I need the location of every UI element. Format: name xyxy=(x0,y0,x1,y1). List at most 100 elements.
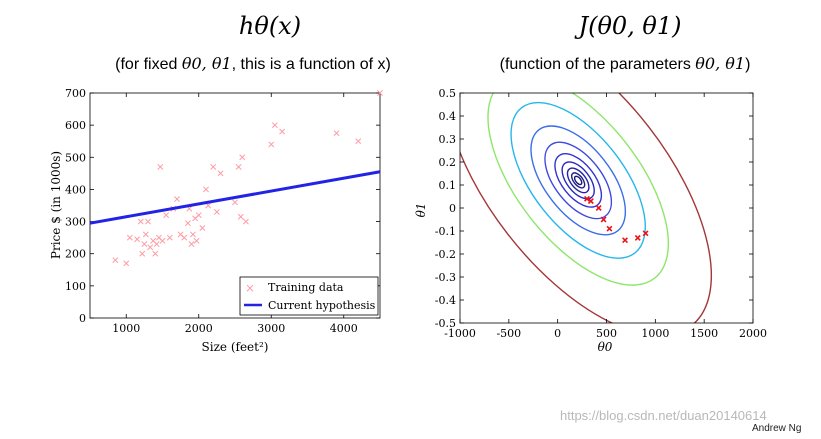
training-point xyxy=(137,218,144,225)
training-point xyxy=(157,163,164,170)
training-point xyxy=(181,234,188,241)
legend-training-label: Training data xyxy=(268,281,344,294)
training-point-stroke xyxy=(137,218,144,225)
training-point xyxy=(271,122,278,129)
training-point-stroke xyxy=(134,236,141,243)
training-point xyxy=(239,154,246,161)
training-point xyxy=(195,212,202,219)
training-point-stroke xyxy=(141,241,148,248)
y-tick-label: 0.3 xyxy=(439,133,457,146)
training-point xyxy=(174,196,180,203)
y-tick-label: 0 xyxy=(449,202,456,215)
training-point xyxy=(232,199,238,206)
training-point xyxy=(184,220,191,227)
y-tick-label: -0.1 xyxy=(435,225,456,238)
legend-hypothesis-label: Current hypothesis xyxy=(268,299,376,312)
right-x-axis-label: θ0 xyxy=(598,340,613,354)
descent-point xyxy=(622,237,629,244)
y-tick-label: 700 xyxy=(65,87,86,100)
descent-point xyxy=(642,230,649,237)
training-point-stroke xyxy=(205,202,212,209)
contour-level xyxy=(544,141,613,220)
training-point xyxy=(210,163,217,170)
left-subtitle-prefix: (for fixed xyxy=(115,56,182,73)
descent-point-stroke xyxy=(606,225,613,232)
watermark: https://blog.csdn.net/duan20140614 xyxy=(560,408,767,423)
training-point-stroke xyxy=(139,250,146,257)
y-tick-label: 600 xyxy=(65,119,86,132)
y-tick-label: 0.1 xyxy=(439,179,457,192)
training-point-stroke xyxy=(147,244,154,251)
descent-point-stroke xyxy=(584,195,590,202)
descent-point-stroke xyxy=(634,234,641,241)
descent-point xyxy=(595,205,602,211)
x-tick-label: 3000 xyxy=(257,322,285,335)
training-point-stroke xyxy=(177,231,184,238)
left-plot-subtitle: (for fixed θ0, θ1, this is a function of… xyxy=(88,54,418,74)
training-point xyxy=(134,236,141,243)
training-point-stroke xyxy=(186,205,193,212)
contour-lines xyxy=(460,93,713,323)
contour-level xyxy=(530,125,627,236)
y-tick-label: 0.5 xyxy=(439,87,457,100)
training-point-stroke xyxy=(155,234,162,241)
training-point-stroke xyxy=(153,241,160,248)
training-point-stroke xyxy=(174,196,180,203)
left-subtitle-math: θ0, θ1 xyxy=(181,54,232,73)
descent-point xyxy=(587,198,594,205)
training-point xyxy=(112,257,119,264)
y-tick-label: 0.2 xyxy=(439,156,457,169)
y-tick-label: -0.4 xyxy=(435,294,456,307)
training-point-stroke xyxy=(112,257,119,264)
x-tick-label: -1000 xyxy=(444,327,476,340)
training-point xyxy=(199,225,206,231)
right-plot-title: J(θ0, θ1) xyxy=(578,12,682,40)
training-point xyxy=(141,241,148,248)
y-tick-label: 0 xyxy=(79,312,86,325)
x-tick-label: 2000 xyxy=(739,327,767,340)
right-plot-subtitle: (function of the parameters θ0, θ1) xyxy=(470,54,780,74)
training-point-stroke xyxy=(213,208,220,215)
training-point-stroke xyxy=(239,154,246,161)
training-point-stroke xyxy=(271,122,278,129)
y-tick-label: 400 xyxy=(65,183,86,196)
training-point-stroke xyxy=(268,141,275,148)
left-x-axis-label: Size (feet²) xyxy=(202,340,269,354)
training-point xyxy=(139,250,146,257)
training-point-stroke xyxy=(333,130,340,137)
training-point-stroke xyxy=(184,220,191,227)
training-point xyxy=(145,218,151,225)
training-point-stroke xyxy=(237,213,244,220)
x-tick-label: 1000 xyxy=(641,327,669,340)
training-point-stroke xyxy=(126,234,133,241)
training-point xyxy=(163,212,170,219)
training-point xyxy=(153,241,160,248)
contour-level xyxy=(487,93,670,286)
left-subtitle-suffix: , this is a function of x) xyxy=(231,56,391,73)
training-point-stroke xyxy=(355,138,362,145)
training-point xyxy=(268,141,275,148)
training-point-stroke xyxy=(217,170,224,177)
right-subtitle-math: θ0, θ1 xyxy=(695,54,746,73)
training-point xyxy=(235,163,242,170)
training-point-stroke xyxy=(203,186,209,193)
training-point-stroke xyxy=(166,234,173,241)
contour-level xyxy=(573,175,583,186)
training-point-stroke xyxy=(181,234,188,241)
training-point xyxy=(189,231,196,238)
y-tick-label: 300 xyxy=(65,216,86,229)
descent-point xyxy=(584,195,590,202)
training-point xyxy=(355,138,362,145)
contour-level xyxy=(570,172,586,189)
contour-level xyxy=(561,161,595,200)
training-point-stroke xyxy=(188,241,195,248)
training-point-stroke xyxy=(163,212,170,219)
x-tick-label: 1500 xyxy=(690,327,718,340)
training-point xyxy=(203,186,209,193)
training-point xyxy=(213,208,220,215)
training-point xyxy=(123,260,130,267)
right-y-axis-label: θ1 xyxy=(414,203,428,218)
y-tick-label: -0.5 xyxy=(435,317,456,330)
descent-point-stroke xyxy=(587,198,594,205)
